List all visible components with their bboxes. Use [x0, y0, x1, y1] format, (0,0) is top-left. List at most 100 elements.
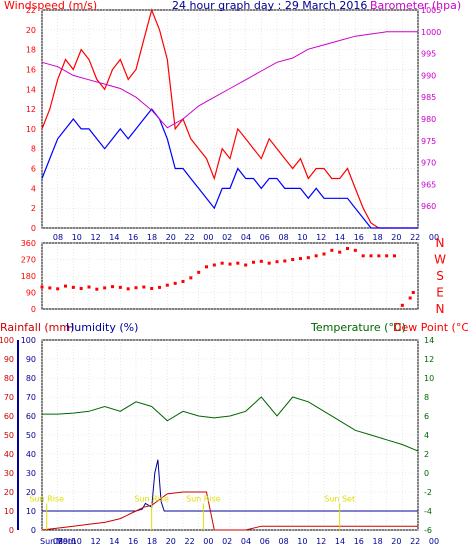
temperature-y-tick-label: 0 [424, 469, 429, 478]
barometer-axis-label: Barometer (hpa) [370, 0, 461, 12]
barometer-y-tick-label: 1005 [421, 6, 441, 15]
rain-y-tick-label: 90 [4, 355, 14, 364]
time-tick-label: 16 [354, 233, 364, 242]
direction-point [393, 254, 396, 258]
direction-point [291, 258, 295, 261]
series-barometer-line [41, 31, 418, 129]
direction-point [142, 285, 146, 289]
direction-point [411, 291, 415, 294]
time-tick-label: 04 [241, 537, 251, 546]
humidity-y-tick-label: 70 [26, 393, 36, 402]
direction-point [306, 256, 310, 260]
time-tick-label: 10 [297, 537, 307, 546]
wind-y-tick-label: 20 [26, 26, 36, 35]
time-tick-label: 06 [260, 537, 270, 546]
humidity-y-tick-label: 90 [26, 355, 36, 364]
direction-point [103, 286, 107, 290]
time-tick-label: 16 [128, 233, 138, 242]
humidity-y-ticks: 0 10 20 30 40 50 60 70 80 90 100 [17, 336, 36, 535]
direction-point [71, 285, 75, 289]
humidity-y-tick-label: 20 [26, 488, 36, 497]
direction-point [64, 284, 67, 288]
wind-y-tick-label: 22 [26, 6, 36, 15]
direction-point [126, 287, 130, 291]
time-tick-label: 08 [279, 233, 289, 242]
dewpoint-axis-label: Dew Point (°C) [393, 321, 468, 334]
direction-y-tick-label: 0 [31, 305, 36, 314]
humidity-y-tick-label: 100 [21, 336, 36, 345]
barometer-y-tick-label: 985 [421, 93, 436, 102]
temperature-y-tick-label: -2 [424, 488, 432, 497]
time-tick-label: 22 [410, 233, 420, 242]
rain-y-tick-label: 80 [4, 374, 14, 383]
direction-point [377, 254, 381, 258]
time-tick-label: 10 [72, 537, 82, 546]
humidity-y-tick-label: 0 [31, 526, 36, 535]
time-tick-label: 20 [391, 537, 401, 546]
time-tick-label: 18 [373, 537, 383, 546]
time-tick-label: 22 [185, 233, 195, 242]
sun-marker-label: Sun Rise [29, 494, 64, 503]
wind-y-tick-label: 16 [26, 65, 36, 74]
direction-point [189, 276, 193, 280]
direction-point [346, 247, 349, 250]
direction-point [197, 270, 201, 274]
barometer-y-tick-label: 980 [421, 115, 436, 124]
barometer-y-tick-label: 970 [421, 159, 436, 168]
wind-y-tick-label: 10 [26, 125, 36, 134]
direction-point [79, 286, 83, 290]
time-tick-label: 08 [279, 537, 289, 546]
direction-point [259, 259, 263, 263]
direction-point [338, 250, 342, 254]
time-tick-label: 02 [222, 233, 232, 242]
direction-point [220, 261, 224, 265]
rain-y-ticks: 0 10 20 30 40 50 60 70 80 90 100 [0, 336, 14, 535]
humidity-axis-label: Humidity (%) [66, 321, 138, 334]
direction-grid [41, 242, 419, 310]
time-tick-label: 18 [373, 233, 383, 242]
rain-y-tick-label: 40 [4, 450, 14, 459]
direction-y-tick-label: 360 [21, 239, 36, 248]
direction-point [111, 285, 114, 289]
time-tick-label: 12 [316, 537, 326, 546]
time-tick-label: 14 [335, 537, 345, 546]
time-tick-label: 00 [203, 537, 213, 546]
temperature-y-ticks: -6 -4 -2 0 2 4 6 8 10 12 14 [424, 336, 434, 535]
direction-point [244, 263, 248, 267]
wind-x-ticks: 08 10 12 14 16 18 20 22 00 02 04 06 08 10 12 14 16 18 20 22… [53, 233, 439, 242]
compass-label: E [436, 286, 444, 300]
wind-y-tick-label: 2 [31, 204, 36, 213]
barometer-y-ticks: 960 965 970 975 980 985 990 995 1000 1005 [421, 6, 441, 211]
humidity-y-tick-label: 10 [26, 507, 36, 516]
wind-y-tick-label: 6 [31, 165, 36, 174]
direction-point [267, 261, 271, 265]
compass-label: W [434, 253, 446, 267]
direction-point [48, 286, 52, 290]
sun-marker-label: Sun Set [324, 494, 355, 503]
sun-marker-label: Sun Rise [186, 494, 221, 503]
direction-point [212, 263, 216, 267]
barometer-y-tick-label: 1000 [421, 28, 441, 37]
direction-y-tick-label: 90 [26, 289, 36, 298]
time-tick-label: 04 [241, 233, 251, 242]
rain-y-tick-label: 50 [4, 431, 14, 440]
temperature-y-tick-label: -6 [424, 526, 432, 535]
humidity-y-tick-label: 50 [26, 431, 36, 440]
rain-y-tick-label: 70 [4, 393, 14, 402]
rain-y-tick-label: 60 [4, 412, 14, 421]
compass-label: N [436, 236, 445, 250]
chart-title: 24 hour graph day : 29 March 2016 [172, 0, 367, 12]
day-label: Mon [56, 537, 73, 546]
time-tick-label: 08 [53, 537, 63, 546]
direction-point [385, 254, 389, 258]
wind-y-tick-label: 8 [31, 145, 36, 154]
wind-series [41, 8, 418, 229]
direction-point [252, 260, 255, 264]
temperature-y-tick-label: 14 [424, 336, 434, 345]
direction-point [400, 303, 404, 307]
direction-point [408, 296, 412, 300]
temperature-y-tick-label: 8 [424, 393, 429, 402]
